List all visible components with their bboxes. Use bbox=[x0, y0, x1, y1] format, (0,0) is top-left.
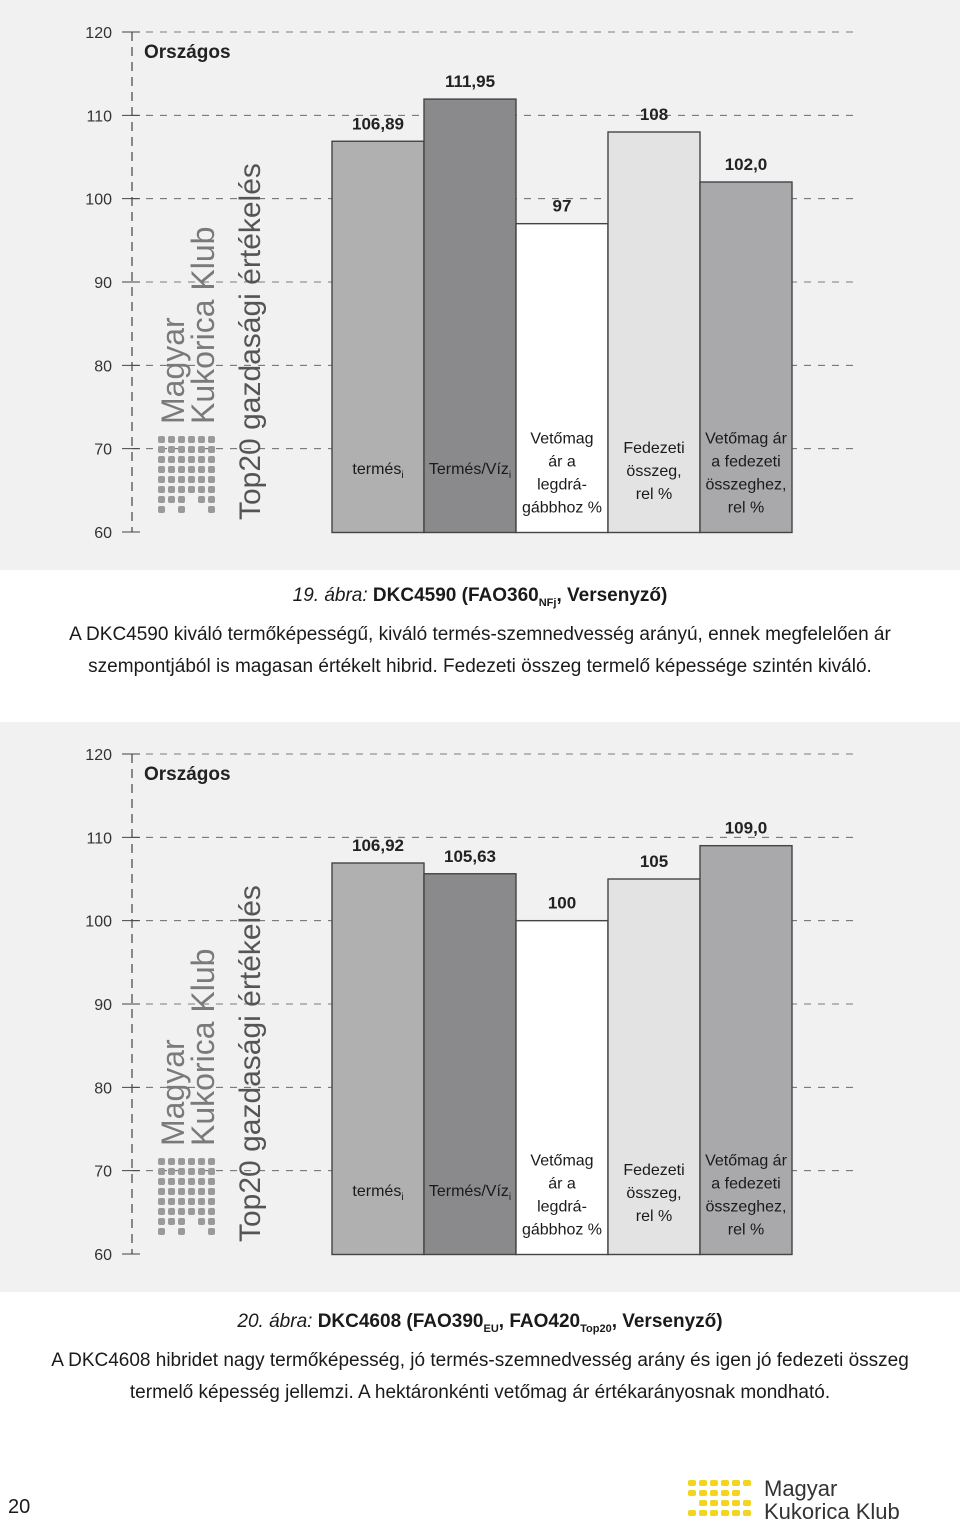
watermark-line2: Kukorica Klub bbox=[185, 227, 221, 424]
y-tick-label: 90 bbox=[94, 275, 112, 292]
y-tick-label: 70 bbox=[94, 1164, 112, 1181]
data-label: 102,0 bbox=[725, 155, 768, 174]
y-tick-label: 70 bbox=[94, 442, 112, 459]
caption-line: A DKC4608 hibridet nagy termőképesség, j… bbox=[51, 1349, 909, 1371]
watermark-line3: Top20 gazdasági értékelés bbox=[234, 163, 267, 520]
figure-caption-20: 20. ábra: DKC4608 (FAO390EU, FAO420Top20… bbox=[0, 1306, 960, 1409]
y-tick-label: 80 bbox=[94, 358, 112, 375]
y-tick-label: 60 bbox=[94, 525, 112, 542]
bar-chart-2: 60 70 80 90 100 110 120 Országos MagyarKukorica … bbox=[0, 722, 960, 1292]
watermark-line1: Magyar bbox=[155, 1039, 191, 1146]
category-label: Termés/Vízi bbox=[429, 1183, 511, 1203]
bar bbox=[331, 862, 425, 1256]
logo-dots-icon bbox=[688, 1480, 751, 1516]
figure-heading: DKC4590 (FAO360NFj, Versenyző) bbox=[372, 585, 668, 609]
figure-heading: DKC4608 (FAO390EU, FAO420Top20, Versenyz… bbox=[317, 1311, 723, 1335]
bar bbox=[699, 844, 793, 1256]
bar bbox=[331, 140, 425, 534]
chart-title: Országos bbox=[144, 42, 231, 63]
category-label: Vetőmag ár a fedezeti összeghez, rel % bbox=[705, 1153, 788, 1239]
y-tick-label: 100 bbox=[85, 192, 112, 209]
bar bbox=[423, 873, 517, 1256]
y-tick-label: 90 bbox=[94, 997, 112, 1014]
data-label: 100 bbox=[548, 894, 576, 913]
watermark-line1: Magyar bbox=[155, 317, 191, 424]
category-label: Fedezeti összeg, rel % bbox=[623, 1162, 684, 1225]
y-tick-label: 100 bbox=[85, 914, 112, 931]
y-tick-label: 120 bbox=[85, 747, 112, 764]
data-label: 109,0 bbox=[725, 819, 768, 838]
caption-line: termelő képesség jellemzi. A hektáronkén… bbox=[129, 1381, 831, 1403]
caption-line: A DKC4590 kiváló termőképességű, kiváló … bbox=[69, 623, 891, 645]
figure-number: 20. ábra: bbox=[237, 1311, 313, 1332]
category-label: Fedezeti összeg, rel % bbox=[623, 440, 684, 503]
chart-panel-1: 60 70 80 90 100 110 120 Országos Magyar Kukorica … bbox=[0, 0, 960, 570]
data-label: 111,95 bbox=[445, 72, 495, 91]
data-label: 105,63 bbox=[444, 847, 496, 866]
figure-number: 19. ábra: bbox=[292, 585, 368, 606]
logo-dots-icon bbox=[158, 1158, 215, 1235]
y-tick-label: 60 bbox=[94, 1247, 112, 1264]
y-tick-label: 110 bbox=[86, 830, 112, 847]
bar bbox=[515, 222, 609, 534]
y-tick-label: 110 bbox=[86, 108, 112, 125]
bar bbox=[699, 181, 793, 534]
bar bbox=[607, 131, 701, 534]
watermark-line2: Kukorica Klub bbox=[185, 949, 221, 1146]
page-number: 20 bbox=[8, 1496, 31, 1518]
bar bbox=[607, 878, 701, 1256]
logo-dots-icon bbox=[158, 436, 215, 513]
caption-line: szempontjából is magasan értékelt hibrid… bbox=[88, 655, 872, 677]
category-label: Termés/Vízi bbox=[429, 461, 511, 481]
data-label: 106,89 bbox=[352, 114, 404, 133]
figure-caption-19: 19. ábra: DKC4590 (FAO360NFj, Versenyző)… bbox=[0, 580, 960, 683]
bar-chart-1: 60 70 80 90 100 110 120 Országos MagyarKukorica … bbox=[0, 0, 960, 570]
footer-logo: Magyar Kukorica Klub bbox=[688, 1476, 900, 1522]
category-label: Vetőmag ár a fedezeti összeghez, rel % bbox=[705, 431, 788, 517]
data-label: 105 bbox=[640, 852, 668, 871]
bar bbox=[515, 919, 609, 1256]
footer-logo-line2: Kukorica Klub bbox=[764, 1499, 900, 1522]
data-label: 97 bbox=[553, 197, 572, 216]
watermark-line3: Top20 gazdasági értékelés bbox=[234, 885, 267, 1242]
chart-panel-2: 60 70 80 90 100 110 120 Országos Magyar Kukorica … bbox=[0, 722, 960, 1292]
bar bbox=[423, 98, 517, 534]
category-label: termési bbox=[352, 461, 403, 481]
category-label: Vetőmag ár a legdrá-gábbhoz % bbox=[522, 1153, 602, 1239]
y-tick-label: 120 bbox=[85, 25, 112, 42]
category-label: termési bbox=[352, 1183, 403, 1203]
footer-logo-line1: Magyar bbox=[764, 1476, 837, 1501]
y-tick-label: 80 bbox=[94, 1080, 112, 1097]
category-label: Vetőmag ár a legdrá-gábbhoz % bbox=[522, 431, 602, 517]
data-label: 106,92 bbox=[352, 836, 404, 855]
chart-title: Országos bbox=[144, 764, 231, 785]
data-label: 108 bbox=[640, 105, 668, 124]
